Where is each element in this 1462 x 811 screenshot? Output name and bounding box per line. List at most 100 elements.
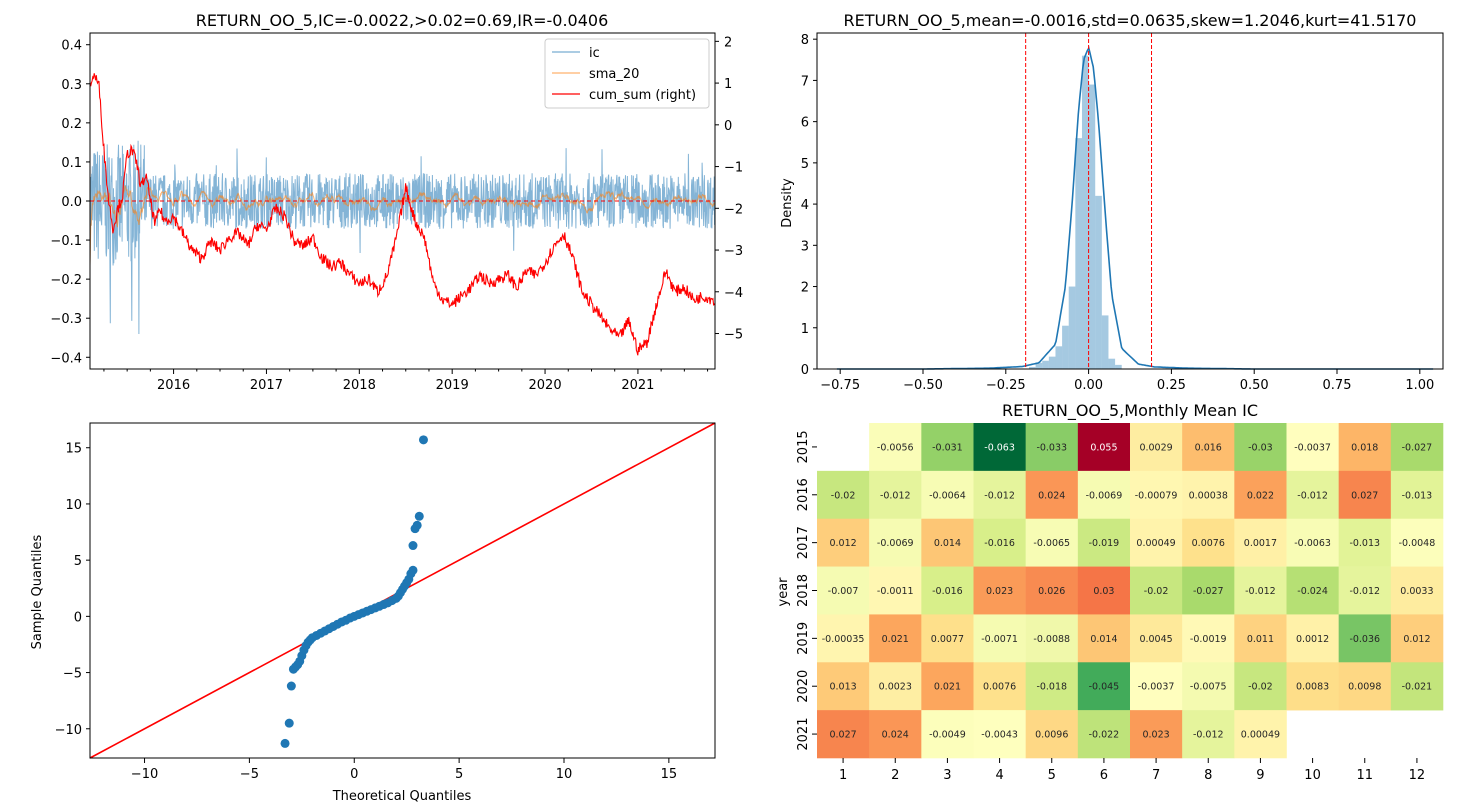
heatmap-cell-value: 0.0033 <box>1400 586 1433 597</box>
legend-sma-label: sma_20 <box>589 67 639 82</box>
heatmap-cell-value: -0.00035 <box>822 634 865 645</box>
qq-y-tick-label: −10 <box>55 723 82 738</box>
heatmap-cell-value: -0.016 <box>984 538 1015 549</box>
histogram-bar <box>1101 315 1109 369</box>
ic-right-tick-label: −1 <box>724 161 743 176</box>
histogram-x-tick-label: −0.50 <box>903 378 943 393</box>
qq-x-tick-label: 5 <box>455 767 463 782</box>
heatmap-cell <box>1077 470 1131 520</box>
ic-left-tick-label: 0.2 <box>61 117 82 132</box>
heatmap-cell-value: 0.027 <box>1351 490 1378 501</box>
heatmap-cell-value: 0.012 <box>1403 634 1430 645</box>
histogram-bar <box>1075 138 1082 369</box>
heatmap-title: RETURN_OO_5,Monthly Mean IC <box>1002 401 1258 421</box>
heatmap-cell-value: -0.016 <box>932 586 963 597</box>
heatmap-x-tick-label: 2 <box>891 768 899 783</box>
heatmap-cell-value: -0.013 <box>1349 538 1380 549</box>
qq-plot-area <box>89 422 716 759</box>
heatmap-y-tick-label: 2018 <box>796 574 811 607</box>
heatmap-cell-value: 0.018 <box>1351 442 1378 453</box>
heatmap-cell <box>869 470 922 520</box>
heatmap-cell <box>817 566 870 615</box>
heatmap-cell <box>973 470 1026 520</box>
qq-x-tick-label: −5 <box>240 767 259 782</box>
heatmap-cell-value: -0.031 <box>932 442 963 453</box>
qq-xlabel: Theoretical Quantiles <box>332 789 472 804</box>
histogram-bar <box>1042 360 1049 369</box>
qq-axes-frame <box>89 422 716 759</box>
heatmap-cell-value: -0.012 <box>984 490 1015 501</box>
ic-x-tick-label: 2016 <box>157 378 190 393</box>
ic-right-tick-label: 0 <box>724 119 732 134</box>
heatmap-cell <box>1182 518 1235 567</box>
heatmap-cell-value: -0.0065 <box>1033 538 1070 549</box>
heatmap-cell <box>1182 614 1235 663</box>
heatmap-cell-value: -0.0088 <box>1033 634 1070 645</box>
heatmap-y-tick-label: 2020 <box>796 670 811 703</box>
qq-point <box>286 681 296 691</box>
heatmap-x-tick-label: 9 <box>1256 768 1264 783</box>
heatmap-cell-value: -0.0069 <box>1086 490 1123 501</box>
heatmap-ylabel: year <box>776 577 791 607</box>
qq-x-tick-label: 0 <box>350 767 358 782</box>
heatmap-cell-value: -0.018 <box>1036 682 1067 693</box>
histogram-x-tick-label: 0.50 <box>1240 378 1269 393</box>
heatmap-cell <box>1025 423 1079 472</box>
heatmap-cell <box>1286 518 1339 567</box>
heatmap-cell-value: 0.026 <box>1038 586 1065 597</box>
heatmap-y-tick-label: 2015 <box>796 430 811 463</box>
histogram-x-tick-label: 0.25 <box>1157 378 1186 393</box>
heatmap-cell-value: -0.012 <box>1349 586 1380 597</box>
heatmap-cell <box>1390 566 1444 615</box>
heatmap-cell <box>1077 662 1131 711</box>
heatmap-cell-value: 0.00049 <box>1136 538 1175 549</box>
histogram-bar <box>1095 195 1102 369</box>
heatmap-cell <box>1338 614 1392 663</box>
heatmap-cell <box>869 710 922 759</box>
heatmap-cell-value: 0.016 <box>1195 442 1222 453</box>
heatmap-cell-value: -0.02 <box>831 490 856 501</box>
ic-right-tick-label: 1 <box>724 77 732 92</box>
heatmap-cell-value: -0.007 <box>828 586 859 597</box>
ic-left-tick-label: 0.0 <box>61 195 82 210</box>
heatmap-cell-value: -0.063 <box>984 442 1015 453</box>
ic-left-tick-label: −0.4 <box>50 351 82 366</box>
heatmap-cell-value: 0.011 <box>1247 634 1274 645</box>
histogram-x-tick-label: 0.00 <box>1074 378 1103 393</box>
heatmap-cell-value: 0.027 <box>829 730 856 741</box>
heatmap-cell <box>1286 423 1339 472</box>
heatmap-cell-value: 0.0076 <box>983 682 1016 693</box>
heatmap-cell <box>1130 566 1183 615</box>
ic-left-tick-label: 0.4 <box>61 39 82 54</box>
heatmap-cell <box>1234 614 1287 663</box>
heatmap-x-tick-label: 6 <box>1100 768 1108 783</box>
heatmap-cell <box>1182 470 1235 520</box>
ic-left-tick-label: −0.2 <box>50 273 82 288</box>
heatmap-cell-value: -0.0075 <box>1190 682 1227 693</box>
heatmap-x-tick-label: 11 <box>1356 768 1373 783</box>
heatmap-cell <box>1390 518 1444 567</box>
heatmap-cell <box>869 518 922 567</box>
heatmap-cell <box>921 662 974 711</box>
heatmap-y-tick-label: 2019 <box>796 622 811 655</box>
heatmap-x-tick-label: 4 <box>995 768 1003 783</box>
heatmap-cell-value: 0.014 <box>934 538 961 549</box>
ic-right-tick-label: −2 <box>724 202 743 217</box>
heatmap-cell <box>973 710 1026 759</box>
histogram-axes-frame <box>816 32 1444 370</box>
heatmap-cell <box>1130 710 1183 759</box>
heatmap-cell-value: -0.019 <box>1089 538 1120 549</box>
heatmap-cell <box>1130 423 1183 472</box>
heatmap-cell <box>1130 662 1183 711</box>
qq-point <box>408 541 418 551</box>
heatmap-cell-value: -0.02 <box>1248 682 1273 693</box>
heatmap-cell-value: -0.0056 <box>877 442 914 453</box>
heatmap-cell <box>1025 614 1079 663</box>
heatmap-cell <box>817 710 870 759</box>
heatmap-cell-value: 0.0098 <box>1348 682 1381 693</box>
histogram-title: RETURN_OO_5,mean=-0.0016,std=0.0635,skew… <box>844 11 1417 31</box>
histogram-axes-ticks: −0.75 −0.50 −0.25 0.00 0.25 0.50 0.75 1.00 0 1 2 3 4… <box>801 33 1435 393</box>
heatmap-x-tick-label: 7 <box>1152 768 1160 783</box>
heatmap-cell-value: -0.0037 <box>1138 682 1175 693</box>
heatmap-y-tick-label: 2021 <box>796 718 811 751</box>
